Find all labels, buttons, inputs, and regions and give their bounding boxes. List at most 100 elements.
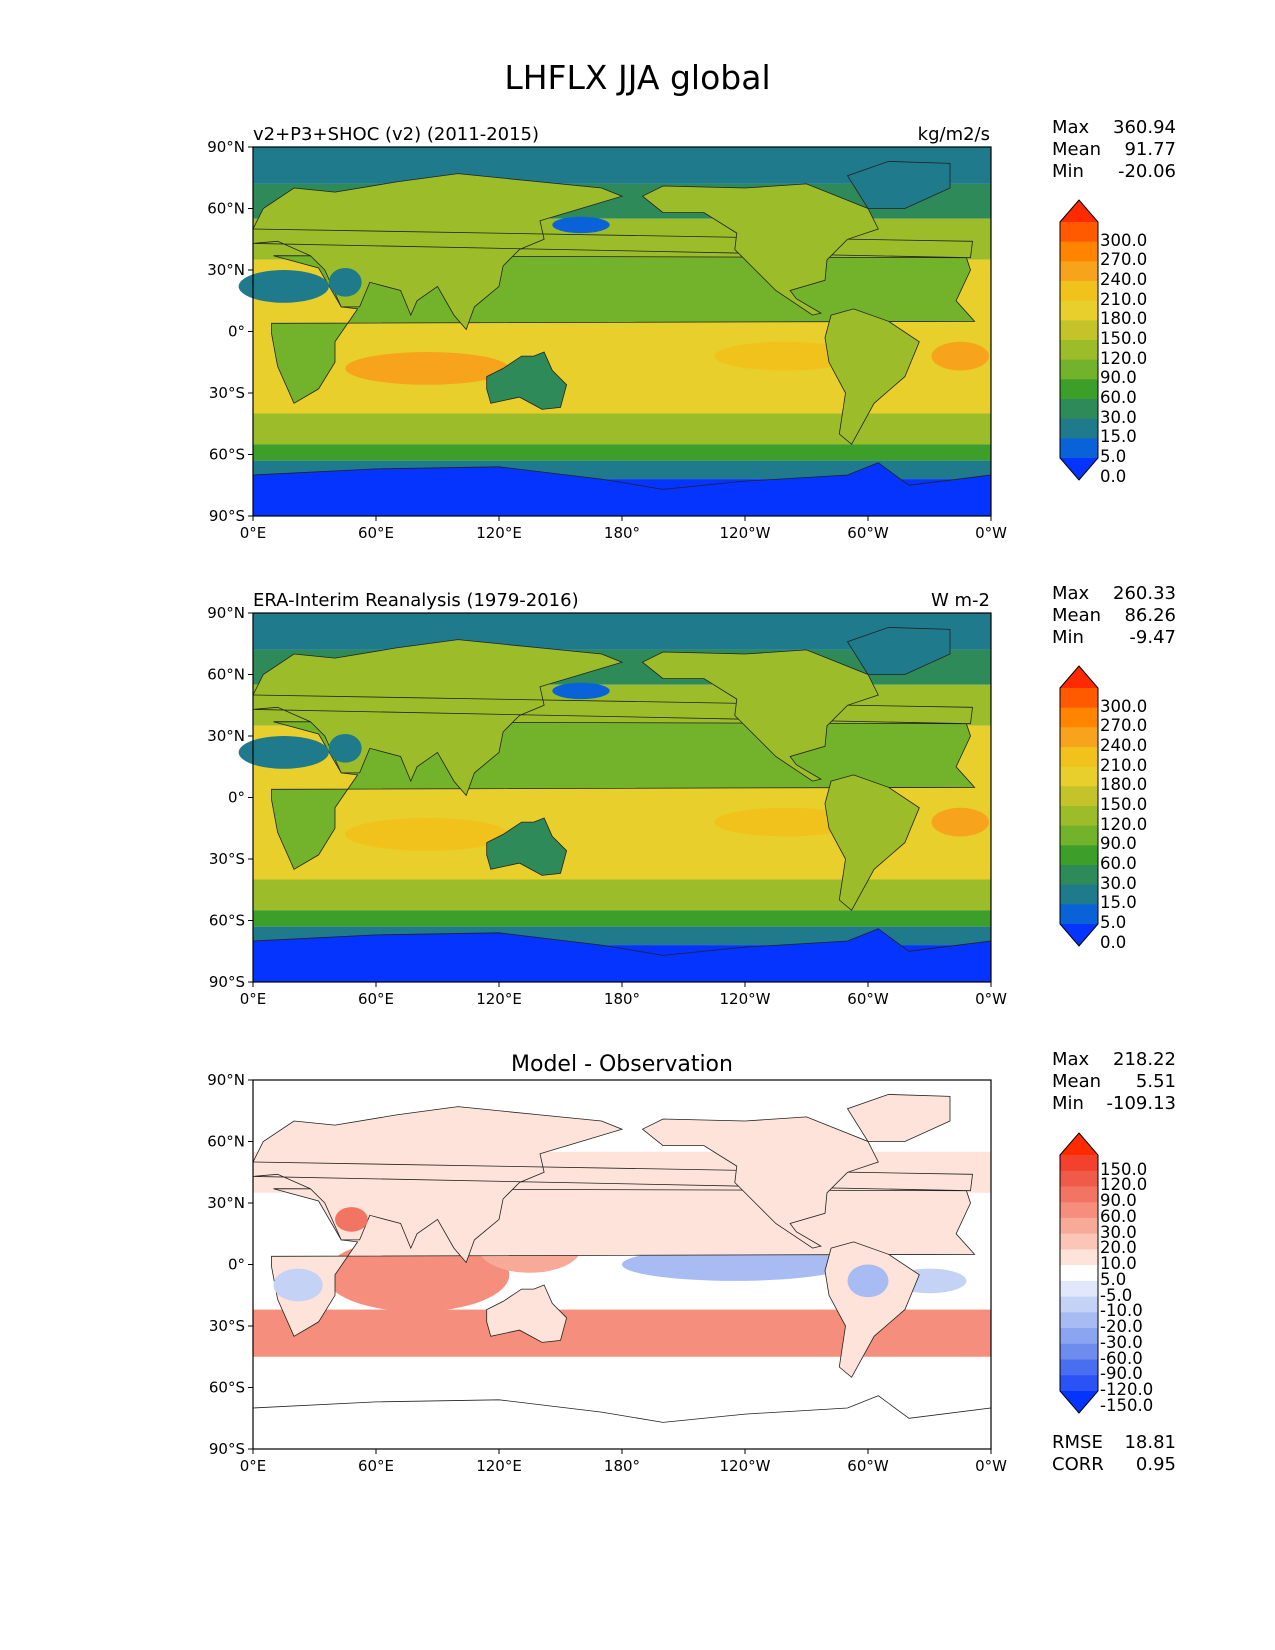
panel3-metric-corr: CORR 0.95 (1052, 1454, 1176, 1475)
panel2-colorbar-extend-max (1060, 666, 1098, 688)
panel2-land (238, 626, 992, 983)
panel2-colorbar-segment (1060, 904, 1098, 925)
panel3-colorbar-segment (1060, 1170, 1098, 1187)
panel3-colorbar-segment (1060, 1312, 1098, 1329)
panel2-colorbar-tick-label: 60.0 (1100, 854, 1137, 873)
panel3-colorbar-tick-label: -5.0 (1100, 1285, 1133, 1305)
panel2-xtick-label: 0°E (240, 990, 267, 1008)
panel1-colorbar-labels: 300.0 270.0 240.0 210.0 180.0 150.0 120.0 90.0 6… (1100, 190, 1170, 490)
panel3-stats: Max 218.22 Mean 5.51 Min -109.13 (1052, 1049, 1176, 1117)
panel1-colorbar-extend-max (1060, 200, 1098, 222)
panel3-ytick-label: 60°N (207, 1133, 245, 1151)
panel1-ytick-label: 90°S (209, 507, 245, 525)
panel1-colorbar-tick-label: 210.0 (1100, 289, 1148, 309)
panel2-ytick-label: 90°N (207, 606, 245, 622)
panel2-colorbar-tick-label: 150.0 (1100, 795, 1148, 814)
panel1-xtick-label: 120°W (720, 524, 771, 542)
panel3-colorbar-segment (1060, 1265, 1098, 1282)
panel1-colorbar-segment (1060, 438, 1098, 459)
panel2-ytick-label: 30°S (209, 850, 245, 868)
panel2-max-sepacific (714, 807, 858, 837)
panel3-colorbar-tick-label: -150.0 (1100, 1395, 1154, 1415)
panel1-xtick-label: 0°W (975, 524, 1007, 542)
panel1-band-smidlat (253, 413, 991, 445)
panel3-colorbar-segment (1060, 1202, 1098, 1219)
panel3-colorbar-segment (1060, 1343, 1098, 1361)
panel2-colorbar-segment (1060, 707, 1098, 728)
panel1-continent-eurasia (252, 173, 973, 331)
panel2-colorbar-tick-label: 180.0 (1100, 775, 1148, 795)
panel3-colorbar (1059, 1132, 1099, 1414)
panel1-colorbar-segment (1060, 261, 1098, 282)
panel2-colorbar-segment (1060, 865, 1098, 886)
panel3-colorbar-segment (1060, 1328, 1098, 1345)
panel1-colorbar-tick-label: 240.0 (1100, 270, 1148, 289)
panel2-max-satlantic (931, 807, 989, 837)
panel2-colorbar-segment (1060, 845, 1098, 866)
panel1-colorbar-segment (1060, 379, 1098, 400)
panel3-colorbar-tick-label: 90.0 (1100, 1191, 1137, 1211)
panel2-xtick-label: 120°W (720, 990, 771, 1008)
panel3-ytick-label: 0° (228, 1256, 245, 1274)
panel2-stat-mean: Mean 86.26 (1052, 605, 1176, 626)
panel2-colorbar-segment (1060, 806, 1098, 827)
panel1-continent-greenland (846, 160, 951, 209)
panel3-colorbar-segment (1060, 1280, 1098, 1298)
panel2-ytick-label: 90°S (209, 973, 245, 991)
panel1-colorbar-tick-label: 300.0 (1100, 230, 1148, 250)
panel1-arabia-dry (328, 267, 362, 297)
panel3-colorbar-tick-label: -30.0 (1100, 1332, 1143, 1352)
panel3-colorbar-tick-label: 30.0 (1100, 1222, 1137, 1242)
panel2-colorbar-tick-label: 120.0 (1100, 814, 1148, 834)
panel3-continent-australia (486, 1284, 568, 1343)
panel3-xtick-label: 0°E (240, 1457, 267, 1475)
panel1-colorbar-segment (1060, 222, 1098, 243)
panel3-metrics: RMSE 18.81 CORR 0.95 (1052, 1432, 1176, 1478)
panel2-stat-max: Max 260.33 (1052, 583, 1176, 604)
panel1-ytick-label: 60°S (209, 446, 245, 464)
panel1-stat-min: Min -20.06 (1052, 161, 1176, 182)
panel1-ytick-label: 0° (228, 323, 245, 341)
panel3-neg-africa (273, 1268, 323, 1302)
panel1-ytick-label: 30°S (209, 384, 245, 402)
panel2-colorbar-tick-label: 210.0 (1100, 755, 1148, 775)
panel1-colorbar-tick-label: 270.0 (1100, 250, 1148, 270)
panel3-xtick-label: 60°E (358, 1457, 394, 1475)
panel3-colorbar-labels: 150.0 120.0 90.0 60.0 30.0 20.0 10.0 5.0 -5.0 -10… (1100, 1123, 1170, 1423)
panel3-stat-mean: Mean 5.51 (1052, 1071, 1176, 1092)
panel2-continent-australia (486, 817, 568, 876)
panel3-colorbar-segment (1060, 1186, 1098, 1203)
panel2-ytick-label: 60°N (207, 666, 245, 684)
panel2-stats: Max 260.33 Mean 86.26 Min -9.47 (1052, 583, 1176, 651)
panel2-stat-min: Min -9.47 (1052, 627, 1176, 648)
panel2-colorbar-extend-min (1060, 924, 1098, 946)
panel2-colorbar-tick-label: 15.0 (1100, 893, 1137, 913)
panel3-colorbar-segment (1060, 1359, 1098, 1376)
panel2-continent-eurasia (252, 639, 973, 797)
panel3-colorbar-tick-label: -60.0 (1100, 1348, 1143, 1368)
panel1-ytick-label: 30°N (207, 261, 245, 279)
panel3-ytick-label: 90°N (207, 1073, 245, 1089)
panel1-colorbar-segment (1060, 281, 1098, 302)
panel2-colorbar-tick-label: 30.0 (1100, 873, 1137, 893)
panel3-ytick-label: 30°S (209, 1317, 245, 1335)
panel3-title: Model - Observation (511, 1052, 733, 1077)
panel2-colorbar-segment (1060, 688, 1098, 709)
panel1-colorbar-segment (1060, 418, 1098, 439)
panel2-xtick-label: 60°E (358, 990, 394, 1008)
panel3-metric-rmse: RMSE 18.81 (1052, 1432, 1176, 1453)
panel2-colorbar-segment (1060, 884, 1098, 905)
panel2-xtick-label: 120°E (476, 990, 522, 1008)
panel1-colorbar-outline (1059, 199, 1099, 481)
panel2-map: 0°E 60°E 120°E 180° 120°W 60°W 0°W 90°N 60°N 30°N… (207, 606, 1007, 1008)
panel1-colorbar-tick-label: 150.0 (1100, 329, 1148, 348)
panel3-xtick-label: 120°E (476, 1457, 522, 1475)
panel1-colorbar-segment (1060, 300, 1098, 321)
panel1-colorbar-tick-label: 180.0 (1100, 309, 1148, 329)
panel2-colorbar-segment (1060, 747, 1098, 768)
panel1-land (238, 160, 992, 517)
panel1-max-north-pacific-cold (552, 216, 610, 234)
panel1-xtick-label: 0°E (240, 524, 267, 542)
panel1-band-ssub (253, 444, 991, 461)
panel3-colorbar-tick-label: 5.0 (1100, 1269, 1127, 1289)
